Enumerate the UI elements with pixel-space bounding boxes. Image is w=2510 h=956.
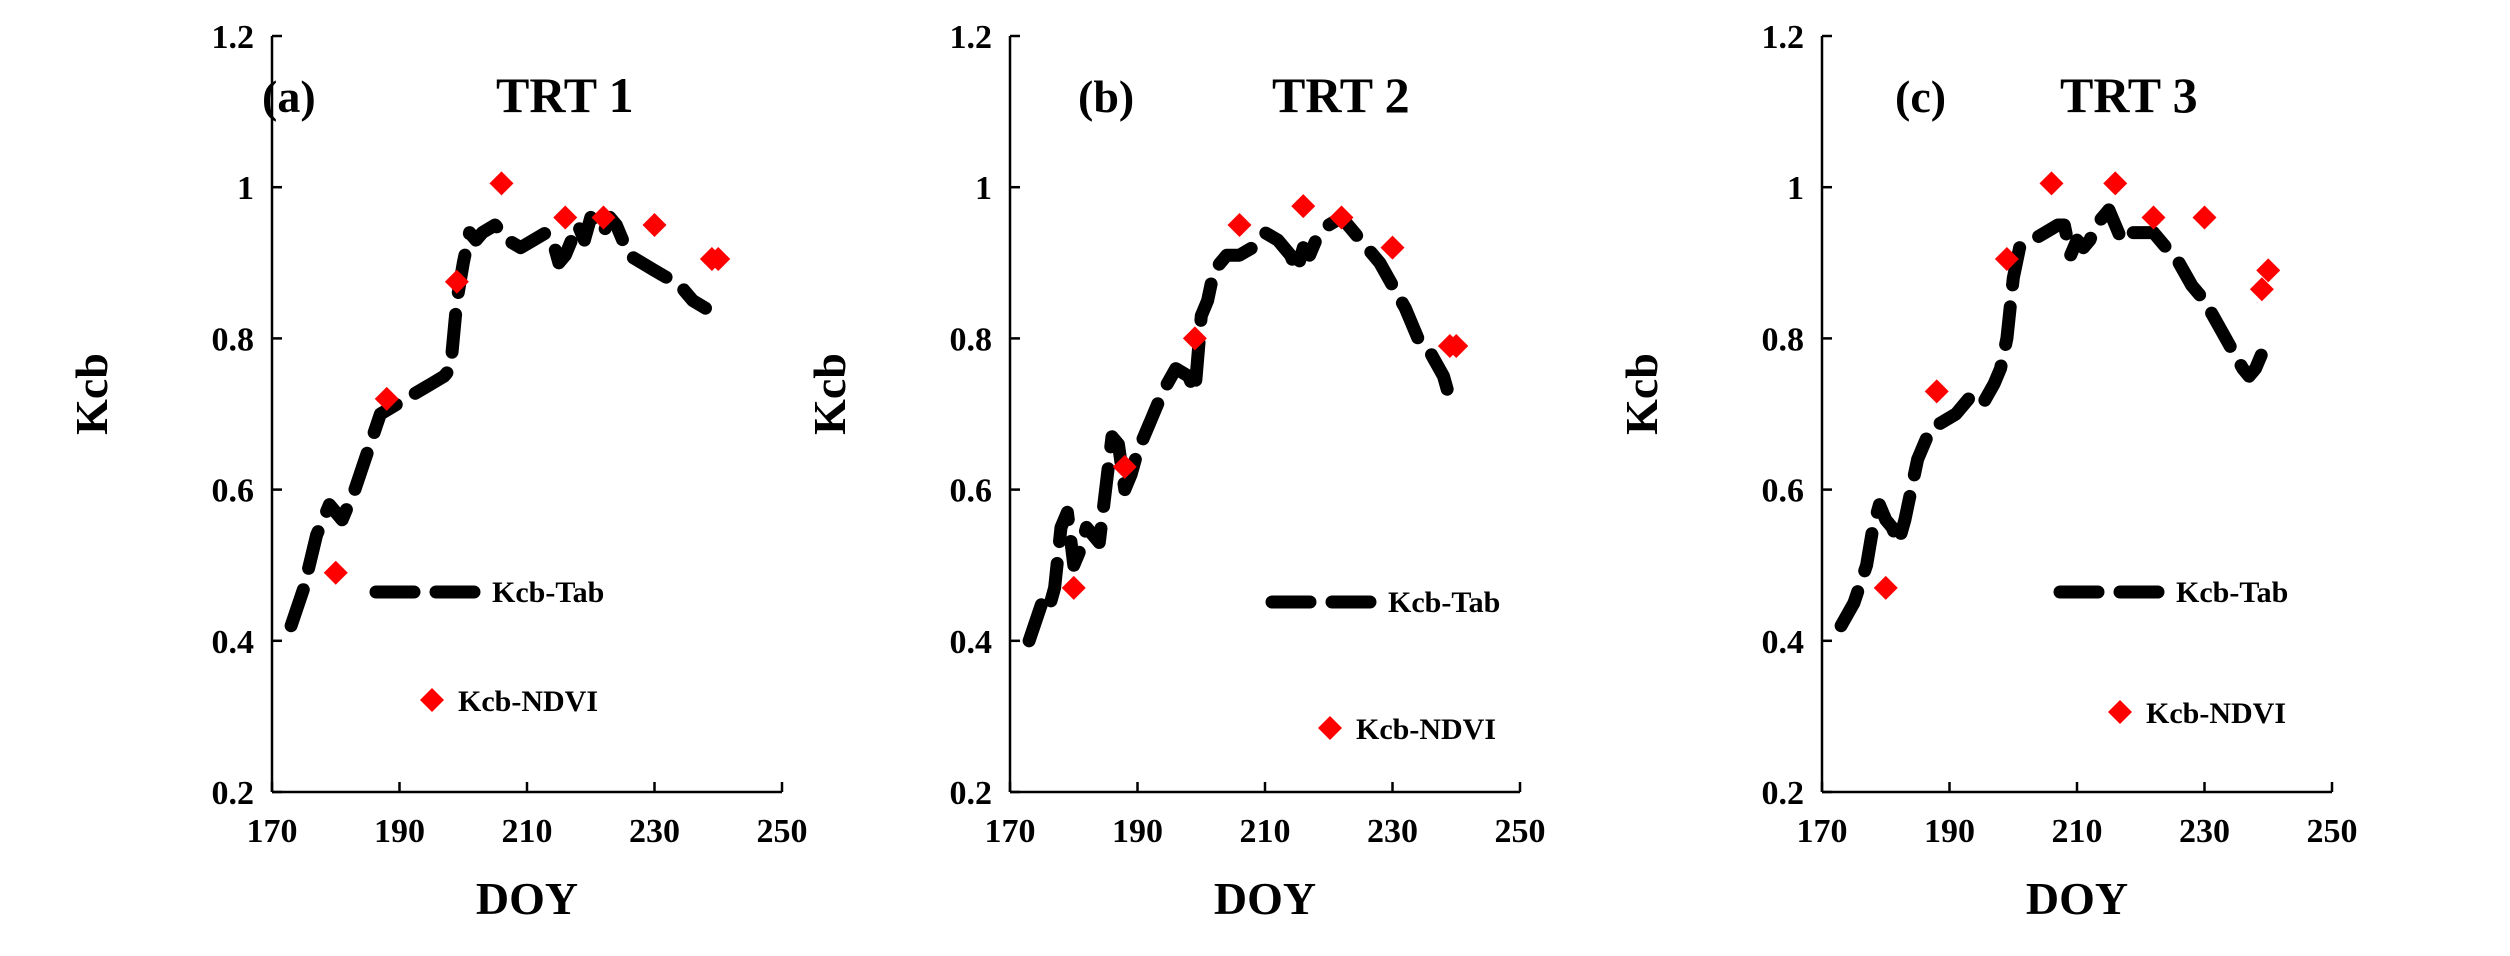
x-tick-label: 250 bbox=[1495, 813, 1546, 850]
y-tick-label: 1 bbox=[1787, 170, 1804, 207]
panel-label: (c) bbox=[1895, 71, 1946, 122]
data-point-kcb-ndvi bbox=[1994, 247, 2019, 272]
x-tick-label: 230 bbox=[1367, 813, 1418, 850]
x-tick-label: 210 bbox=[502, 813, 553, 850]
y-tick-label: 0.6 bbox=[1762, 473, 1805, 510]
data-point-kcb-ndvi bbox=[706, 247, 731, 272]
x-tick-label: 230 bbox=[2179, 813, 2230, 850]
data-point-kcb-ndvi bbox=[1380, 235, 1405, 260]
legend: Kcb-Tab Kcb-NDVI bbox=[2053, 576, 2288, 730]
legend-swatch-kcb-ndvi bbox=[420, 688, 444, 712]
y-tick-label: 1.2 bbox=[1762, 19, 1805, 56]
series-line-kcb-tab bbox=[284, 210, 712, 633]
x-tick-label: 230 bbox=[629, 813, 680, 850]
legend-label-kcb-tab: Kcb-Tab bbox=[1388, 586, 1500, 619]
data-point-kcb-ndvi bbox=[2141, 205, 2166, 230]
panel-title: TRT 1 bbox=[496, 67, 634, 123]
y-tick-label: 0.4 bbox=[1762, 624, 1805, 661]
x-tick-label: 210 bbox=[2052, 813, 2103, 850]
y-tick-label: 1 bbox=[975, 170, 992, 207]
x-tick-label: 170 bbox=[247, 813, 298, 850]
legend: Kcb-Tab Kcb-NDVI bbox=[1265, 586, 1500, 746]
y-tick-label: 0.6 bbox=[950, 473, 993, 510]
x-tick-label: 190 bbox=[374, 813, 425, 850]
data-point-kcb-ndvi bbox=[444, 269, 469, 294]
y-tick-label: 0.2 bbox=[950, 775, 993, 812]
x-tick-label: 250 bbox=[757, 813, 808, 850]
panel-label: (b) bbox=[1078, 71, 1134, 122]
data-point-kcb-ndvi bbox=[2249, 277, 2274, 302]
y-tick-label: 1 bbox=[237, 170, 254, 207]
legend: Kcb-Tab Kcb-NDVI bbox=[369, 576, 604, 718]
data-point-kcb-ndvi bbox=[1873, 575, 1898, 600]
y-tick-label: 0.4 bbox=[212, 624, 255, 661]
data-point-kcb-ndvi bbox=[2103, 171, 2128, 196]
panel-3: 0.2 0.4 0.6 0.8 1 1.2 170 190 210 230 250 DOY Kcb (c)… bbox=[1616, 19, 2358, 924]
legend-label-kcb-tab: Kcb-Tab bbox=[2176, 576, 2288, 609]
data-point-kcb-ndvi bbox=[1061, 575, 1086, 600]
panel-label: (a) bbox=[262, 71, 316, 122]
y-tick-label: 0.6 bbox=[212, 473, 255, 510]
panel-title: TRT 3 bbox=[2060, 67, 2198, 123]
x-tick-label: 170 bbox=[1797, 813, 1848, 850]
data-point-kcb-ndvi bbox=[1291, 194, 1316, 219]
data-point-kcb-ndvi bbox=[1924, 379, 1949, 404]
data-point-kcb-ndvi bbox=[374, 386, 399, 411]
data-point-kcb-ndvi bbox=[2256, 258, 2281, 283]
y-tick-label: 0.8 bbox=[212, 321, 255, 358]
data-point-kcb-ndvi bbox=[1329, 205, 1354, 230]
y-tick-label: 1.2 bbox=[950, 19, 993, 56]
legend-label-kcb-ndvi: Kcb-NDVI bbox=[458, 685, 598, 718]
x-tick-label: 210 bbox=[1240, 813, 1291, 850]
y-tick-label: 1.2 bbox=[212, 19, 255, 56]
y-tick-label: 0.2 bbox=[212, 775, 255, 812]
x-axis-title: DOY bbox=[2026, 873, 2128, 924]
data-point-kcb-ndvi bbox=[1112, 454, 1137, 479]
x-axis-title: DOY bbox=[476, 873, 578, 924]
y-tick-label: 0.2 bbox=[1762, 775, 1805, 812]
legend-label-kcb-tab: Kcb-Tab bbox=[492, 576, 604, 609]
x-axis-title: DOY bbox=[1214, 873, 1316, 924]
data-point-kcb-ndvi bbox=[489, 171, 514, 196]
data-point-kcb-ndvi bbox=[642, 213, 667, 237]
legend-label-kcb-ndvi: Kcb-NDVI bbox=[2146, 697, 2286, 730]
series-line-kcb-tab bbox=[1022, 210, 1457, 648]
panel-1: 0.2 0.4 0.6 0.8 1 1.2 170 190 210 230 250 DOY Kcb (a)… bbox=[66, 19, 808, 924]
x-tick-label: 250 bbox=[2307, 813, 2358, 850]
x-tick-label: 190 bbox=[1112, 813, 1163, 850]
panel-title: TRT 2 bbox=[1272, 67, 1410, 123]
panel-2: 0.2 0.4 0.6 0.8 1 1.2 170 190 210 230 250 DOY Kcb (b)… bbox=[804, 19, 1546, 924]
data-point-kcb-ndvi bbox=[591, 205, 616, 230]
data-point-kcb-ndvi bbox=[1444, 333, 1469, 358]
data-point-kcb-ndvi bbox=[2192, 205, 2217, 230]
legend-swatch-kcb-ndvi bbox=[2108, 700, 2132, 724]
y-axis-title: Kcb bbox=[804, 353, 855, 435]
y-tick-label: 0.8 bbox=[1762, 321, 1805, 358]
y-axis-title: Kcb bbox=[1616, 353, 1667, 435]
y-axis-title: Kcb bbox=[66, 353, 117, 435]
data-point-kcb-ndvi bbox=[2039, 171, 2064, 196]
y-tick-label: 0.8 bbox=[950, 321, 993, 358]
y-tick-label: 0.4 bbox=[950, 624, 993, 661]
x-tick-label: 190 bbox=[1924, 813, 1975, 850]
x-tick-label: 170 bbox=[985, 813, 1036, 850]
series-line-kcb-tab bbox=[1834, 203, 2269, 633]
data-point-kcb-ndvi bbox=[323, 560, 348, 585]
data-point-kcb-ndvi bbox=[1227, 213, 1252, 237]
legend-swatch-kcb-ndvi bbox=[1318, 716, 1342, 740]
data-point-kcb-ndvi bbox=[1182, 326, 1207, 351]
legend-label-kcb-ndvi: Kcb-NDVI bbox=[1356, 713, 1496, 746]
data-point-kcb-ndvi bbox=[553, 205, 578, 230]
